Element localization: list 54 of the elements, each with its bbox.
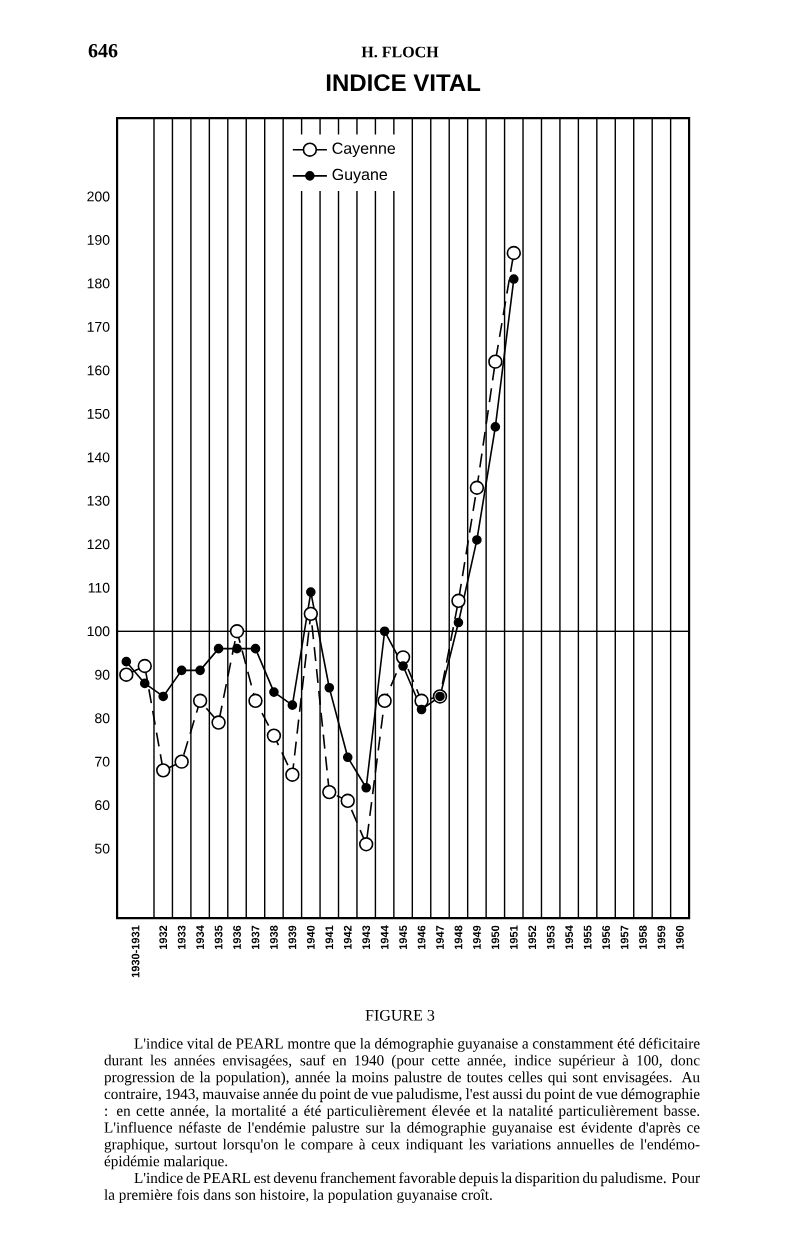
x-tick-label: 1937 <box>251 925 260 950</box>
x-tick-label: 1948 <box>454 925 463 950</box>
x-tick-label: 1949 <box>473 925 481 950</box>
legend-label: Cayenne <box>332 142 396 158</box>
x-tick-label: 1958 <box>639 925 647 950</box>
x-tick-label: 1930-1931 <box>131 925 140 978</box>
y-tick-label: 160 <box>87 365 110 376</box>
x-tick-label: 1940 <box>306 925 315 950</box>
legend-label: Guyane <box>332 168 388 184</box>
text: H. FLOCH <box>361 46 439 58</box>
y-tick-label: 60 <box>95 800 110 811</box>
y-tick-label: 50 <box>95 843 110 854</box>
y-tick-label: 200 <box>87 191 110 202</box>
y-tick-label: 100 <box>87 626 110 637</box>
x-tick-label: 1950 <box>491 925 500 950</box>
text: L'indice vital de PEARL montre que la démographie guyanaise a constamment été déficitaire durant les années envisagées, sauf en 1940 (pour cette année, indice supérieur à 100, donc progression de la population), année la moins palustre de toutes celles qui sont envisagées. Au contraire, 1943, mauvaise année du point de vue paludisme, l'est aussi du point de vue démographie : en cette année, la mortalité a été particulièrement élevée et la natalité particulièrement basse. L'influence néfaste de l'endémie palustre sur la démographie guyanaise est évidente d'après ce graphique, surtout lorsqu'on le compare à ceux indiquant les variations annuelles de l'endémo-épidémie malarique. <box>104 1037 700 1170</box>
x-tick-label: 1938 <box>270 925 278 950</box>
y-tick-label: 110 <box>88 582 110 593</box>
y-tick-label: 150 <box>87 408 110 419</box>
x-tick-label: 1945 <box>399 925 407 950</box>
x-tick-label: 1952 <box>528 925 537 950</box>
x-tick-label: 1946 <box>417 925 426 950</box>
x-tick-label: 1955 <box>583 925 592 950</box>
x-tick-label: 1932 <box>159 925 168 950</box>
y-tick-label: 190 <box>87 235 110 245</box>
x-tick-label: 1944 <box>380 925 389 950</box>
y-tick-label: 140 <box>87 452 110 463</box>
y-tick-label: 130 <box>87 495 110 506</box>
y-tick-label: 120 <box>87 539 110 550</box>
x-tick-label: 1941 <box>325 925 334 950</box>
y-tick-label: 70 <box>95 756 110 767</box>
x-tick-label: 1943 <box>362 925 371 950</box>
text: 646 <box>88 44 118 58</box>
x-tick-label: 1934 <box>196 925 205 950</box>
caption: FIGURE 3 <box>365 1009 435 1021</box>
y-tick-label: 180 <box>87 278 110 289</box>
x-tick-label: 1951 <box>509 925 518 950</box>
y-tick-label: 90 <box>95 669 110 680</box>
x-tick-label: 1936 <box>233 925 241 950</box>
x-tick-label: 1956 <box>602 925 610 950</box>
x-tick-label: 1953 <box>546 925 555 950</box>
chart-title: INDICE VITAL <box>326 74 481 92</box>
y-tick-label: 170 <box>87 321 110 332</box>
x-tick-label: 1954 <box>565 925 574 950</box>
x-tick-label: 1957 <box>620 925 629 950</box>
x-tick-label: 1942 <box>343 925 352 950</box>
text: L'indice de PEARL est devenu franchement favorable depuis la disparition du paludisme. Pour la première fois dans son histoire, la population guyanaise croît. <box>104 1172 700 1204</box>
y-tick-label: 80 <box>95 713 110 724</box>
x-tick-label: 1959 <box>657 925 666 950</box>
x-tick-label: 1939 <box>288 925 297 950</box>
x-tick-label: 1935 <box>214 925 223 950</box>
x-tick-label: 1933 <box>177 925 186 950</box>
x-tick-label: 1947 <box>436 925 444 950</box>
x-tick-label: 1960 <box>675 925 684 950</box>
